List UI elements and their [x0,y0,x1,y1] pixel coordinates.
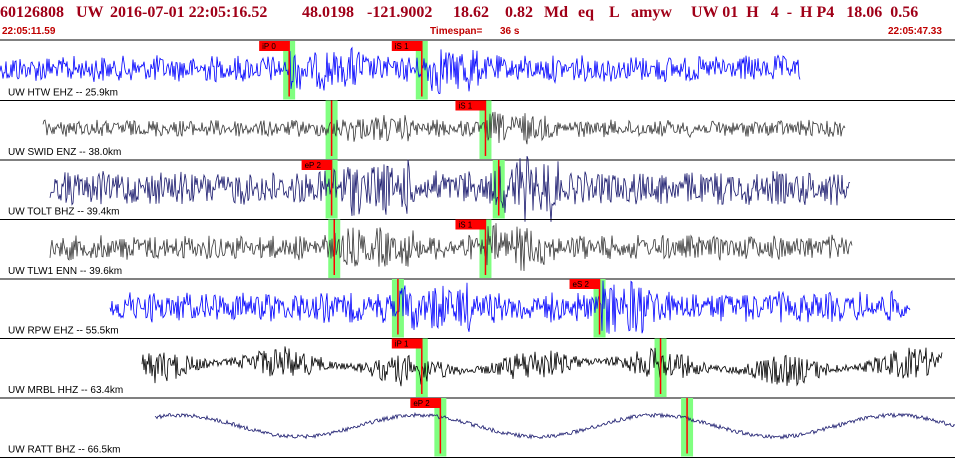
s-pick-label: eS 2 [573,280,590,289]
s-pick-flag[interactable] [455,100,486,111]
event-network: UW [76,4,104,21]
s-pick-flag[interactable] [569,279,600,289]
p-pick-label: eP 2 [305,161,322,170]
end-time: 22:05:47.33 [888,26,942,37]
channel-panel[interactable]: eP 2 UW TOLT BHZ -- 39.4km [0,155,955,222]
timespan-value: 36 s [500,26,520,37]
latitude: 48.0198 [302,4,354,21]
p-pick-flag[interactable] [410,398,441,408]
p-pick-label: iP 1 [395,340,409,349]
s-pick-flag[interactable] [391,41,422,51]
p-pick-flag[interactable] [391,338,422,349]
author: amyw [631,4,672,21]
p-pick-label: eP 2 [413,399,430,408]
magnitude: 0.82 [505,4,533,21]
waveform-trace [0,46,801,95]
channel-label: UW TLW1 ENN -- 39.6km [8,266,122,277]
timespan-label: Timespan= [430,26,483,37]
waveform-trace [49,223,853,272]
channel-panel[interactable]: iS 1 UW SWID ENZ -- 38.0km [0,100,955,161]
waveform-trace [154,411,955,440]
channel-panel[interactable]: eP 2 UW RATT BHZ -- 66.5km [0,398,955,458]
channel-label: UW RATT BHZ -- 66.5km [8,445,120,456]
p-pick-label: iP 0 [262,42,276,51]
s-pick-flag[interactable] [455,219,486,230]
magnitude-type: Md [544,4,568,21]
origin-datetime: 2016-07-01 22:05:16.52 [110,4,268,21]
start-time: 22:05:11.59 [2,26,56,37]
longitude: -121.9002 [367,4,433,21]
p-pick-flag[interactable] [301,160,332,170]
channel-panel[interactable]: iP 0 iS 1 UW HTW EHZ -- 25.9km [0,41,955,101]
event-summary-right: UW 01 H 4 - H P4 18.06 0.56 [691,4,919,21]
p-pick-flag[interactable] [259,41,290,51]
time-axis-header: 22:05:11.59 Timespan= 36 s 22:05:47.33 [0,26,955,38]
channel-panel[interactable]: iS 1 UW TLW1 ENN -- 39.6km [0,219,955,280]
s-pick-label: iS 1 [395,42,409,51]
channel-label: UW HTW EHZ -- 25.9km [8,88,118,99]
waveform-trace [42,111,846,145]
channel-label: UW MRBL HHZ -- 63.4km [8,385,123,396]
channel-label: UW RPW EHZ -- 55.5km [8,326,119,337]
channel-panel[interactable]: eS 2 UW RPW EHZ -- 55.5km [0,279,955,339]
s-pick-label: iS 1 [458,102,472,111]
channel-panel[interactable]: iP 1 UW MRBL HHZ -- 63.4km [0,338,955,399]
event-type: eq [578,4,594,21]
channel-label: UW TOLT BHZ -- 39.4km [8,207,120,218]
channel-label: UW SWID ENZ -- 38.0km [8,147,121,158]
event-header: 60126808 UW 2016-07-01 22:05:16.52 48.01… [0,0,955,26]
depth: 18.62 [453,4,489,21]
event-id: 60126808 [0,4,64,21]
waveform-trace [109,280,911,334]
s-pick-label: iS 1 [458,221,472,230]
waveform-trace [49,155,851,222]
location-code: L [609,4,620,21]
waveform-trace [141,346,943,387]
